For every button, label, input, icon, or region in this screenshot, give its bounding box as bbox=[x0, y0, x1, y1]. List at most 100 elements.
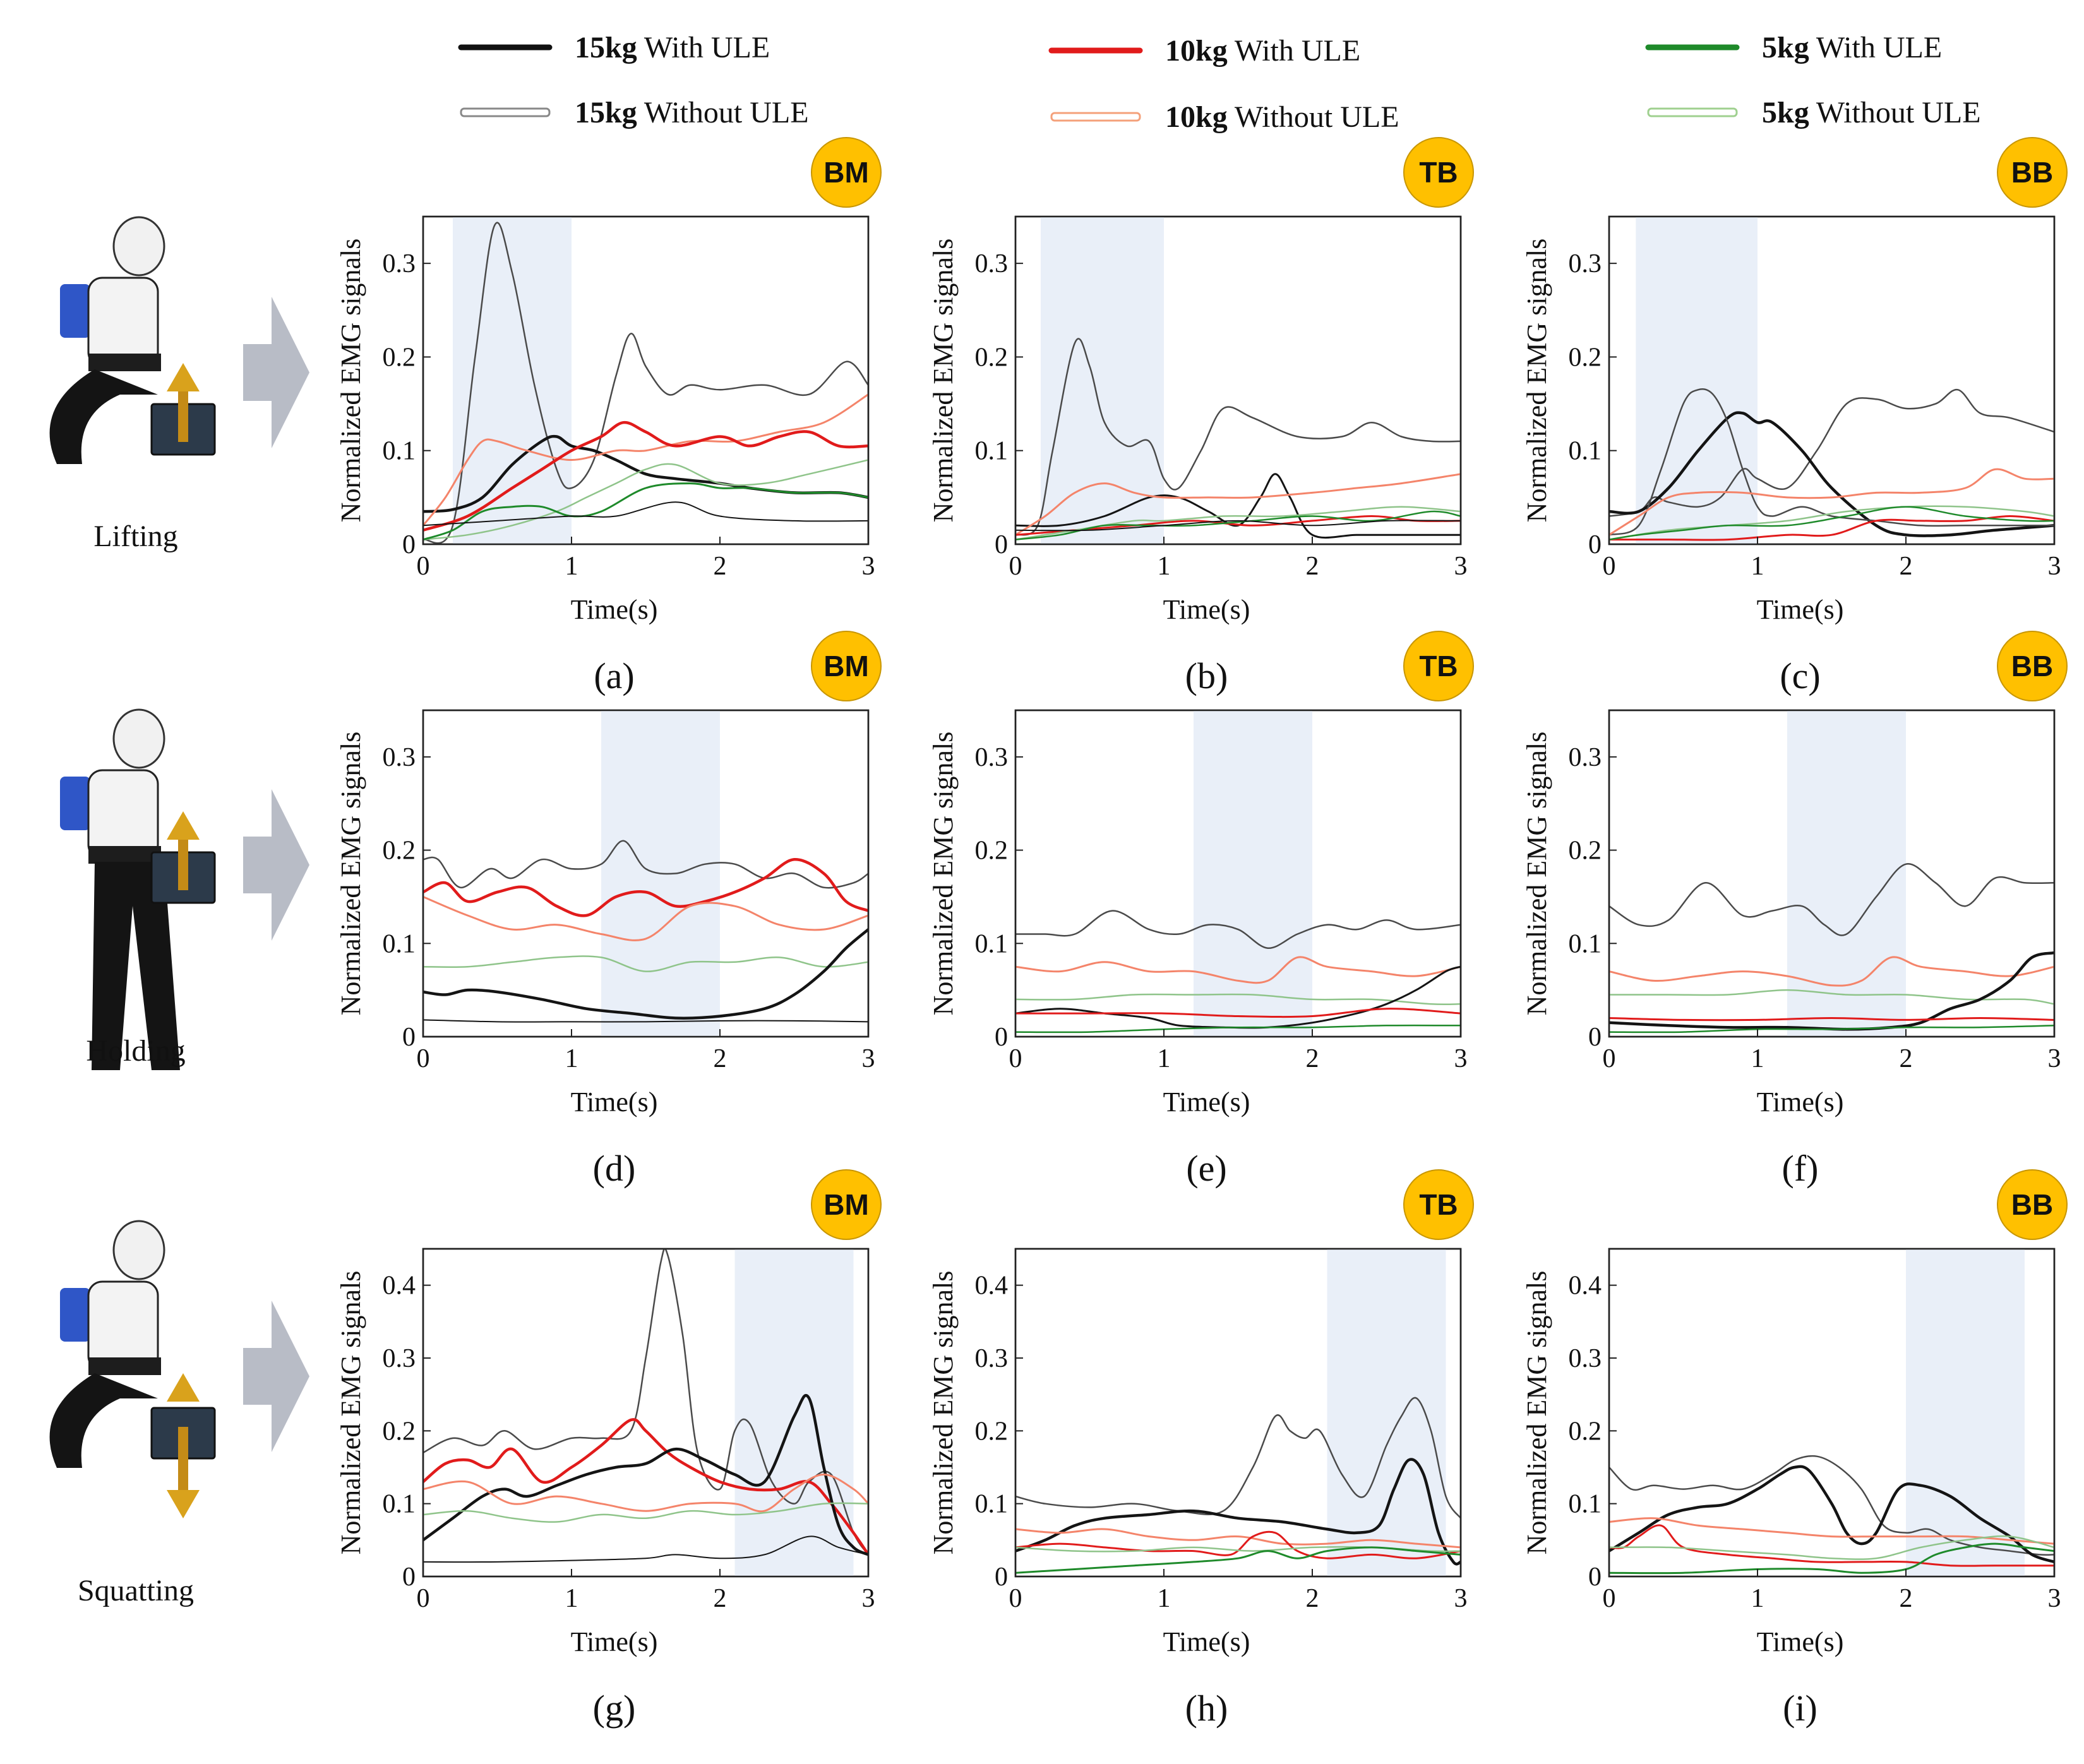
arrow-up-icon bbox=[167, 811, 200, 840]
y-tick-label: 0.2 bbox=[383, 1417, 416, 1446]
x-tick-label: 0 bbox=[1009, 552, 1022, 581]
y-tick-label: 0.4 bbox=[383, 1272, 416, 1301]
legend-condition: Without ULE bbox=[1228, 100, 1399, 134]
series-line-w15 bbox=[423, 501, 868, 527]
legend-label: 15kg Without ULE bbox=[575, 96, 809, 129]
series-line-wo15 bbox=[1609, 863, 2054, 936]
legend-weight: 10kg bbox=[1165, 34, 1228, 68]
row-label: Squatting bbox=[78, 1574, 194, 1607]
plot-border bbox=[1014, 709, 1462, 1038]
legend-weight: 10kg bbox=[1165, 100, 1228, 134]
series-line-w10 bbox=[423, 1418, 868, 1556]
y-tick-label: 0.1 bbox=[383, 929, 416, 958]
y-tick-label: 0.3 bbox=[383, 249, 416, 278]
row-label: Lifting bbox=[93, 520, 177, 553]
x-axis-label: Time(s) bbox=[571, 1087, 658, 1117]
muscle-badge bbox=[811, 137, 882, 208]
x-tick-label: 2 bbox=[714, 552, 727, 581]
panel-caption: (g) bbox=[593, 1688, 636, 1729]
arrow-down-icon bbox=[167, 1490, 200, 1518]
series-line-wo10 bbox=[1015, 1528, 1461, 1549]
series-group bbox=[1015, 910, 1461, 1034]
row-label: Holding bbox=[86, 1034, 185, 1068]
head-icon bbox=[112, 216, 165, 277]
series-group bbox=[423, 840, 868, 1023]
x-tick-label: 1 bbox=[1158, 552, 1171, 581]
series-line-wo5 bbox=[423, 459, 868, 540]
plot-border bbox=[422, 215, 870, 545]
x-tick-label: 2 bbox=[1900, 552, 1913, 581]
flow-arrow-icon bbox=[243, 297, 309, 448]
x-tick-label: 3 bbox=[1454, 552, 1468, 581]
panel-f: 0 1 2 3 0 0.1 0.2 0.3 Time(s) Normalized EMG sign… bbox=[1521, 631, 2068, 1189]
series-line-w10 bbox=[423, 858, 868, 917]
y-tick-label: 0.1 bbox=[975, 1490, 1009, 1519]
row-illustrations: Lifting Holding Squatting bbox=[49, 216, 309, 1607]
series-line-wo10 bbox=[1015, 473, 1461, 536]
legend-item: 15kg With ULE bbox=[458, 31, 770, 64]
muscle-badge-label: TB bbox=[1419, 1188, 1458, 1221]
series-line-w15 bbox=[1015, 1458, 1461, 1566]
y-tick-label: 0.1 bbox=[383, 1490, 416, 1519]
series-group bbox=[423, 1249, 868, 1563]
series-line-wo15 bbox=[1015, 910, 1461, 949]
series-line-wo15 bbox=[423, 840, 868, 889]
muscle-badge bbox=[811, 631, 882, 701]
shaded-phase-region bbox=[1906, 1249, 2025, 1576]
legend-condition: With ULE bbox=[1809, 31, 1943, 64]
series-line-w15 bbox=[1609, 1465, 2054, 1564]
series-line-wo10 bbox=[1609, 956, 2054, 987]
muscle-badge bbox=[1997, 137, 2068, 208]
legs-icon bbox=[49, 369, 158, 464]
series-line-w5 bbox=[1609, 506, 2054, 540]
y-tick-label: 0 bbox=[1588, 1023, 1602, 1052]
muscle-badge-label: BB bbox=[2011, 650, 2053, 682]
y-tick-label: 0.4 bbox=[975, 1272, 1009, 1301]
y-tick-label: 0.1 bbox=[1569, 437, 1602, 466]
head-icon bbox=[112, 708, 165, 769]
x-tick-label: 2 bbox=[1306, 552, 1319, 581]
series-group bbox=[1609, 1455, 2054, 1575]
legend-item: 5kg With ULE bbox=[1645, 31, 1943, 64]
flow-arrow-icon bbox=[243, 789, 309, 941]
y-tick-label: 0.1 bbox=[975, 437, 1009, 466]
shaded-phase-region bbox=[1194, 711, 1312, 1036]
muscle-badge bbox=[1403, 1169, 1474, 1240]
series-line-wo10 bbox=[423, 1474, 868, 1513]
panel-caption: (f) bbox=[1782, 1148, 1819, 1189]
y-axis-label: Normalized EMG signals bbox=[928, 239, 959, 523]
series-line-wo5 bbox=[1609, 505, 2054, 540]
shaded-phase-region bbox=[1787, 711, 1906, 1036]
y-tick-label: 0.2 bbox=[383, 343, 416, 372]
y-tick-label: 0.3 bbox=[975, 249, 1009, 278]
series-line-w15 bbox=[423, 1393, 868, 1556]
x-tick-label: 2 bbox=[1306, 1584, 1319, 1613]
legend: 15kg With ULE 15kg Without ULE 10kg With U… bbox=[458, 31, 1981, 134]
y-tick-label: 0.2 bbox=[975, 837, 1009, 866]
x-tick-label: 1 bbox=[1751, 1584, 1764, 1613]
shaded-phase-region bbox=[734, 1249, 854, 1576]
x-tick-label: 2 bbox=[1900, 1044, 1913, 1073]
panel-caption: (h) bbox=[1185, 1688, 1228, 1729]
person-figure bbox=[49, 216, 216, 464]
series-line-wo10 bbox=[1015, 956, 1461, 984]
panel-caption: (i) bbox=[1783, 1688, 1818, 1729]
series-line-wo15 bbox=[423, 1249, 868, 1556]
series-group bbox=[1609, 863, 2054, 1034]
y-tick-label: 0.2 bbox=[975, 1417, 1009, 1446]
x-tick-label: 2 bbox=[1306, 1044, 1319, 1073]
y-tick-label: 0.4 bbox=[1569, 1272, 1602, 1301]
waist-belt-icon bbox=[88, 354, 161, 371]
series-line-w10 bbox=[1015, 1008, 1461, 1018]
series-group bbox=[1015, 1397, 1461, 1574]
muscle-badge-label: BM bbox=[823, 650, 869, 682]
x-axis-label: Time(s) bbox=[1757, 1626, 1844, 1657]
shaded-phase-region bbox=[1636, 217, 1758, 544]
y-tick-label: 0 bbox=[995, 530, 1008, 559]
x-tick-label: 1 bbox=[1158, 1584, 1171, 1613]
series-line-w5 bbox=[1015, 1546, 1461, 1574]
torso-icon bbox=[87, 277, 159, 367]
x-axis-label: Time(s) bbox=[571, 1626, 658, 1657]
y-axis-label: Normalized EMG signals bbox=[1521, 239, 1552, 523]
